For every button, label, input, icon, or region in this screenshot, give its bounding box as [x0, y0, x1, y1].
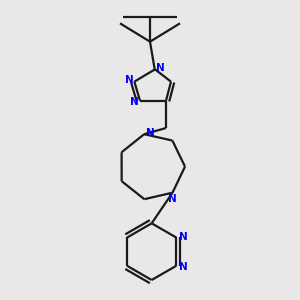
Text: N: N	[168, 194, 177, 204]
Text: N: N	[179, 232, 188, 242]
Text: N: N	[130, 97, 138, 107]
Text: N: N	[156, 63, 165, 73]
Text: N: N	[124, 75, 134, 85]
Text: N: N	[179, 262, 188, 272]
Text: N: N	[146, 128, 155, 137]
